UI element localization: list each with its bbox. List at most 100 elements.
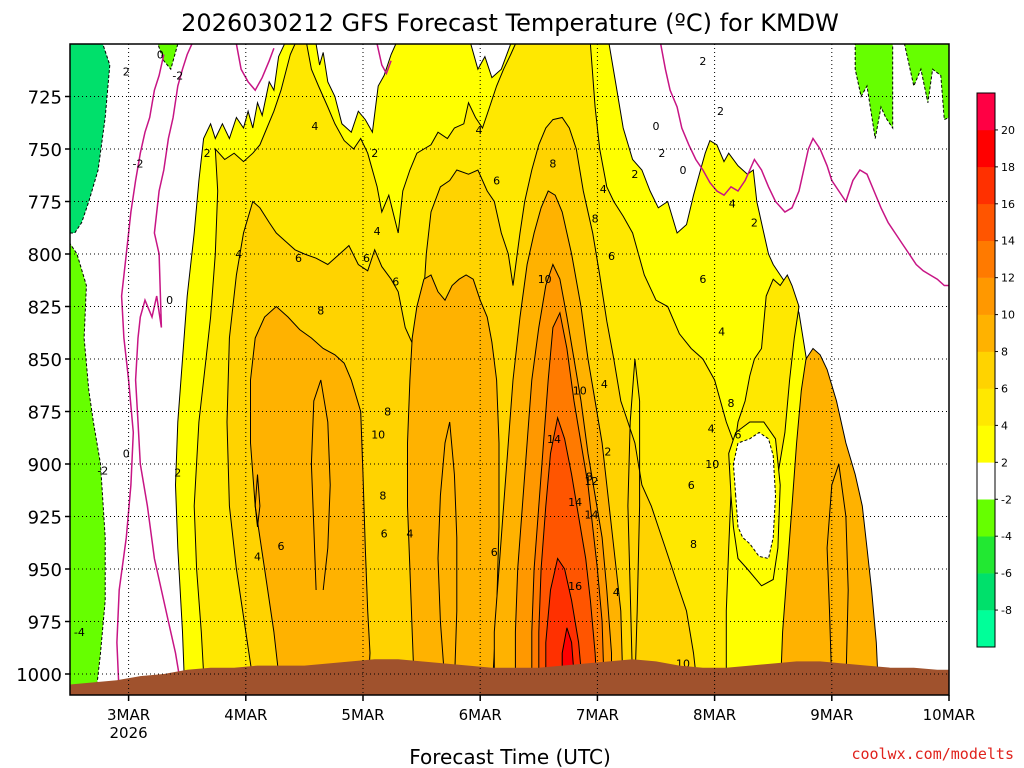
zero-contour-line	[659, 44, 949, 287]
colorbar-tick-label: 2	[1001, 456, 1008, 469]
contour-label: 2	[174, 466, 181, 479]
contour-label: 8	[384, 406, 391, 419]
y-tick-label: 975	[28, 613, 62, 634]
contour-label: 4	[311, 120, 318, 133]
colorbar-tick-label: 10	[1001, 309, 1015, 322]
temp-region-8-10-b	[407, 274, 500, 695]
cold-region-lower	[70, 242, 106, 695]
contour-label: 4	[718, 326, 725, 339]
contour-label: -2	[172, 70, 183, 83]
colorbar-band	[977, 425, 995, 463]
y-tick-label: 725	[28, 88, 62, 109]
contour-line	[437, 421, 458, 685]
x-year-label: 2026	[110, 724, 148, 742]
contour-label: 2	[699, 55, 706, 68]
terrain-surface	[70, 659, 949, 695]
contour-label: 6	[699, 273, 706, 286]
contour-label: 2	[658, 147, 665, 160]
contour-label: 8	[317, 305, 324, 318]
colorbar-band	[977, 499, 995, 537]
colorbar-tick-label: -8	[1001, 604, 1012, 617]
contour-label: 12	[585, 475, 599, 488]
cold-region-upper-right	[854, 44, 894, 139]
colorbar-band	[977, 166, 995, 205]
contour-line	[310, 379, 331, 591]
contour-line	[826, 463, 849, 685]
x-tick-label: 3MAR	[107, 706, 150, 724]
contour-label: 6	[735, 429, 742, 442]
colorbar-band	[977, 610, 995, 648]
colorbar-band	[977, 129, 995, 168]
contour-label: 6	[608, 250, 615, 263]
zero-contour-line	[376, 44, 392, 76]
x-axis: 3MAR 4MAR 5MAR 6MAR 7MAR 8MAR 9MAR 10MAR 2026	[107, 695, 975, 742]
contour-label: 8	[728, 397, 735, 410]
credit-text: coolwx.com/modelts	[851, 745, 1014, 763]
contour-label: 6	[295, 252, 302, 265]
colorbar-band	[977, 536, 995, 574]
y-tick-label: 850	[28, 350, 62, 371]
plot-area: 20-200-22-4-2424468626468108644668101448…	[70, 44, 949, 695]
y-tick-label: 775	[28, 193, 62, 214]
y-tick-label: 950	[28, 560, 62, 581]
contour-label: 4	[601, 378, 608, 391]
contour-label: 2	[604, 445, 611, 458]
x-tick-label: 6MAR	[459, 706, 502, 724]
contour-label: 14	[568, 496, 582, 509]
contour-label: 6	[363, 252, 370, 265]
colorbar-tick-label: -4	[1001, 530, 1012, 543]
colorbar-border	[976, 92, 996, 648]
contour-label: 6	[491, 546, 498, 559]
contour-label: 10	[705, 458, 719, 471]
colorbar-tick-label: -2	[1001, 493, 1012, 506]
contour-label: 8	[592, 212, 599, 225]
y-tick-label: 900	[28, 455, 62, 476]
y-tick-label: 875	[28, 403, 62, 424]
y-axis: 725 750 775 800 825 850 875 900 925 950 975 1000	[16, 88, 70, 686]
contour-label: 4	[613, 586, 620, 599]
colorbar-band	[977, 203, 995, 241]
contour-label: 8	[690, 538, 697, 551]
colorbar-tick-label: 14	[1001, 235, 1015, 248]
colorbar-band	[977, 240, 995, 278]
colorbar-band	[977, 314, 995, 352]
contour-label: 4	[406, 527, 413, 540]
colorbar-tick-label: 20	[1001, 124, 1015, 137]
contour-label: -4	[74, 626, 85, 639]
colorbar-band	[977, 462, 995, 500]
zero-contour-lines	[116, 44, 949, 695]
colorbar-tick-label: 18	[1001, 161, 1015, 174]
contour-label: 8	[549, 158, 556, 171]
contour-label: 0	[166, 294, 173, 307]
y-tick-label: 825	[28, 298, 62, 319]
contour-label: 8	[379, 490, 386, 503]
plot-border	[69, 43, 950, 696]
contour-label: 4	[374, 225, 381, 238]
colorbar-tick-label: 12	[1001, 272, 1015, 285]
colorbar: -8 -6 -4 -2 2 4 6 8 10 12 14 16 18 20	[976, 92, 1015, 648]
colorbar-tick-label: 4	[1001, 419, 1008, 432]
contour-label: -2	[97, 464, 108, 477]
warm-hole-white	[732, 431, 777, 560]
cold-region-upper-mid	[157, 44, 179, 71]
contour-label: 6	[493, 175, 500, 188]
contour-label: 0	[123, 448, 130, 461]
contour-label: 0	[680, 164, 687, 177]
colorbar-band	[977, 277, 995, 315]
colorbar-band	[977, 573, 995, 611]
contour-label: 10	[538, 273, 552, 286]
colorbar-tick-label: -6	[1001, 567, 1012, 580]
contour-label: 4	[708, 422, 715, 435]
contour-label: 6	[392, 275, 399, 288]
zero-contour-line	[116, 54, 165, 695]
y-tick-label: 750	[28, 140, 62, 161]
contour-label: 6	[278, 540, 285, 553]
chart-title: 2026030212 GFS Forecast Temperature (ºC)…	[181, 9, 839, 37]
colorbar-tick-label: 16	[1001, 198, 1015, 211]
colorbar-band	[977, 93, 995, 131]
contour-label: 10	[573, 385, 587, 398]
contour-label: 4	[254, 550, 261, 563]
contour-label: 14	[547, 433, 561, 446]
contour-label: 2	[717, 105, 724, 118]
